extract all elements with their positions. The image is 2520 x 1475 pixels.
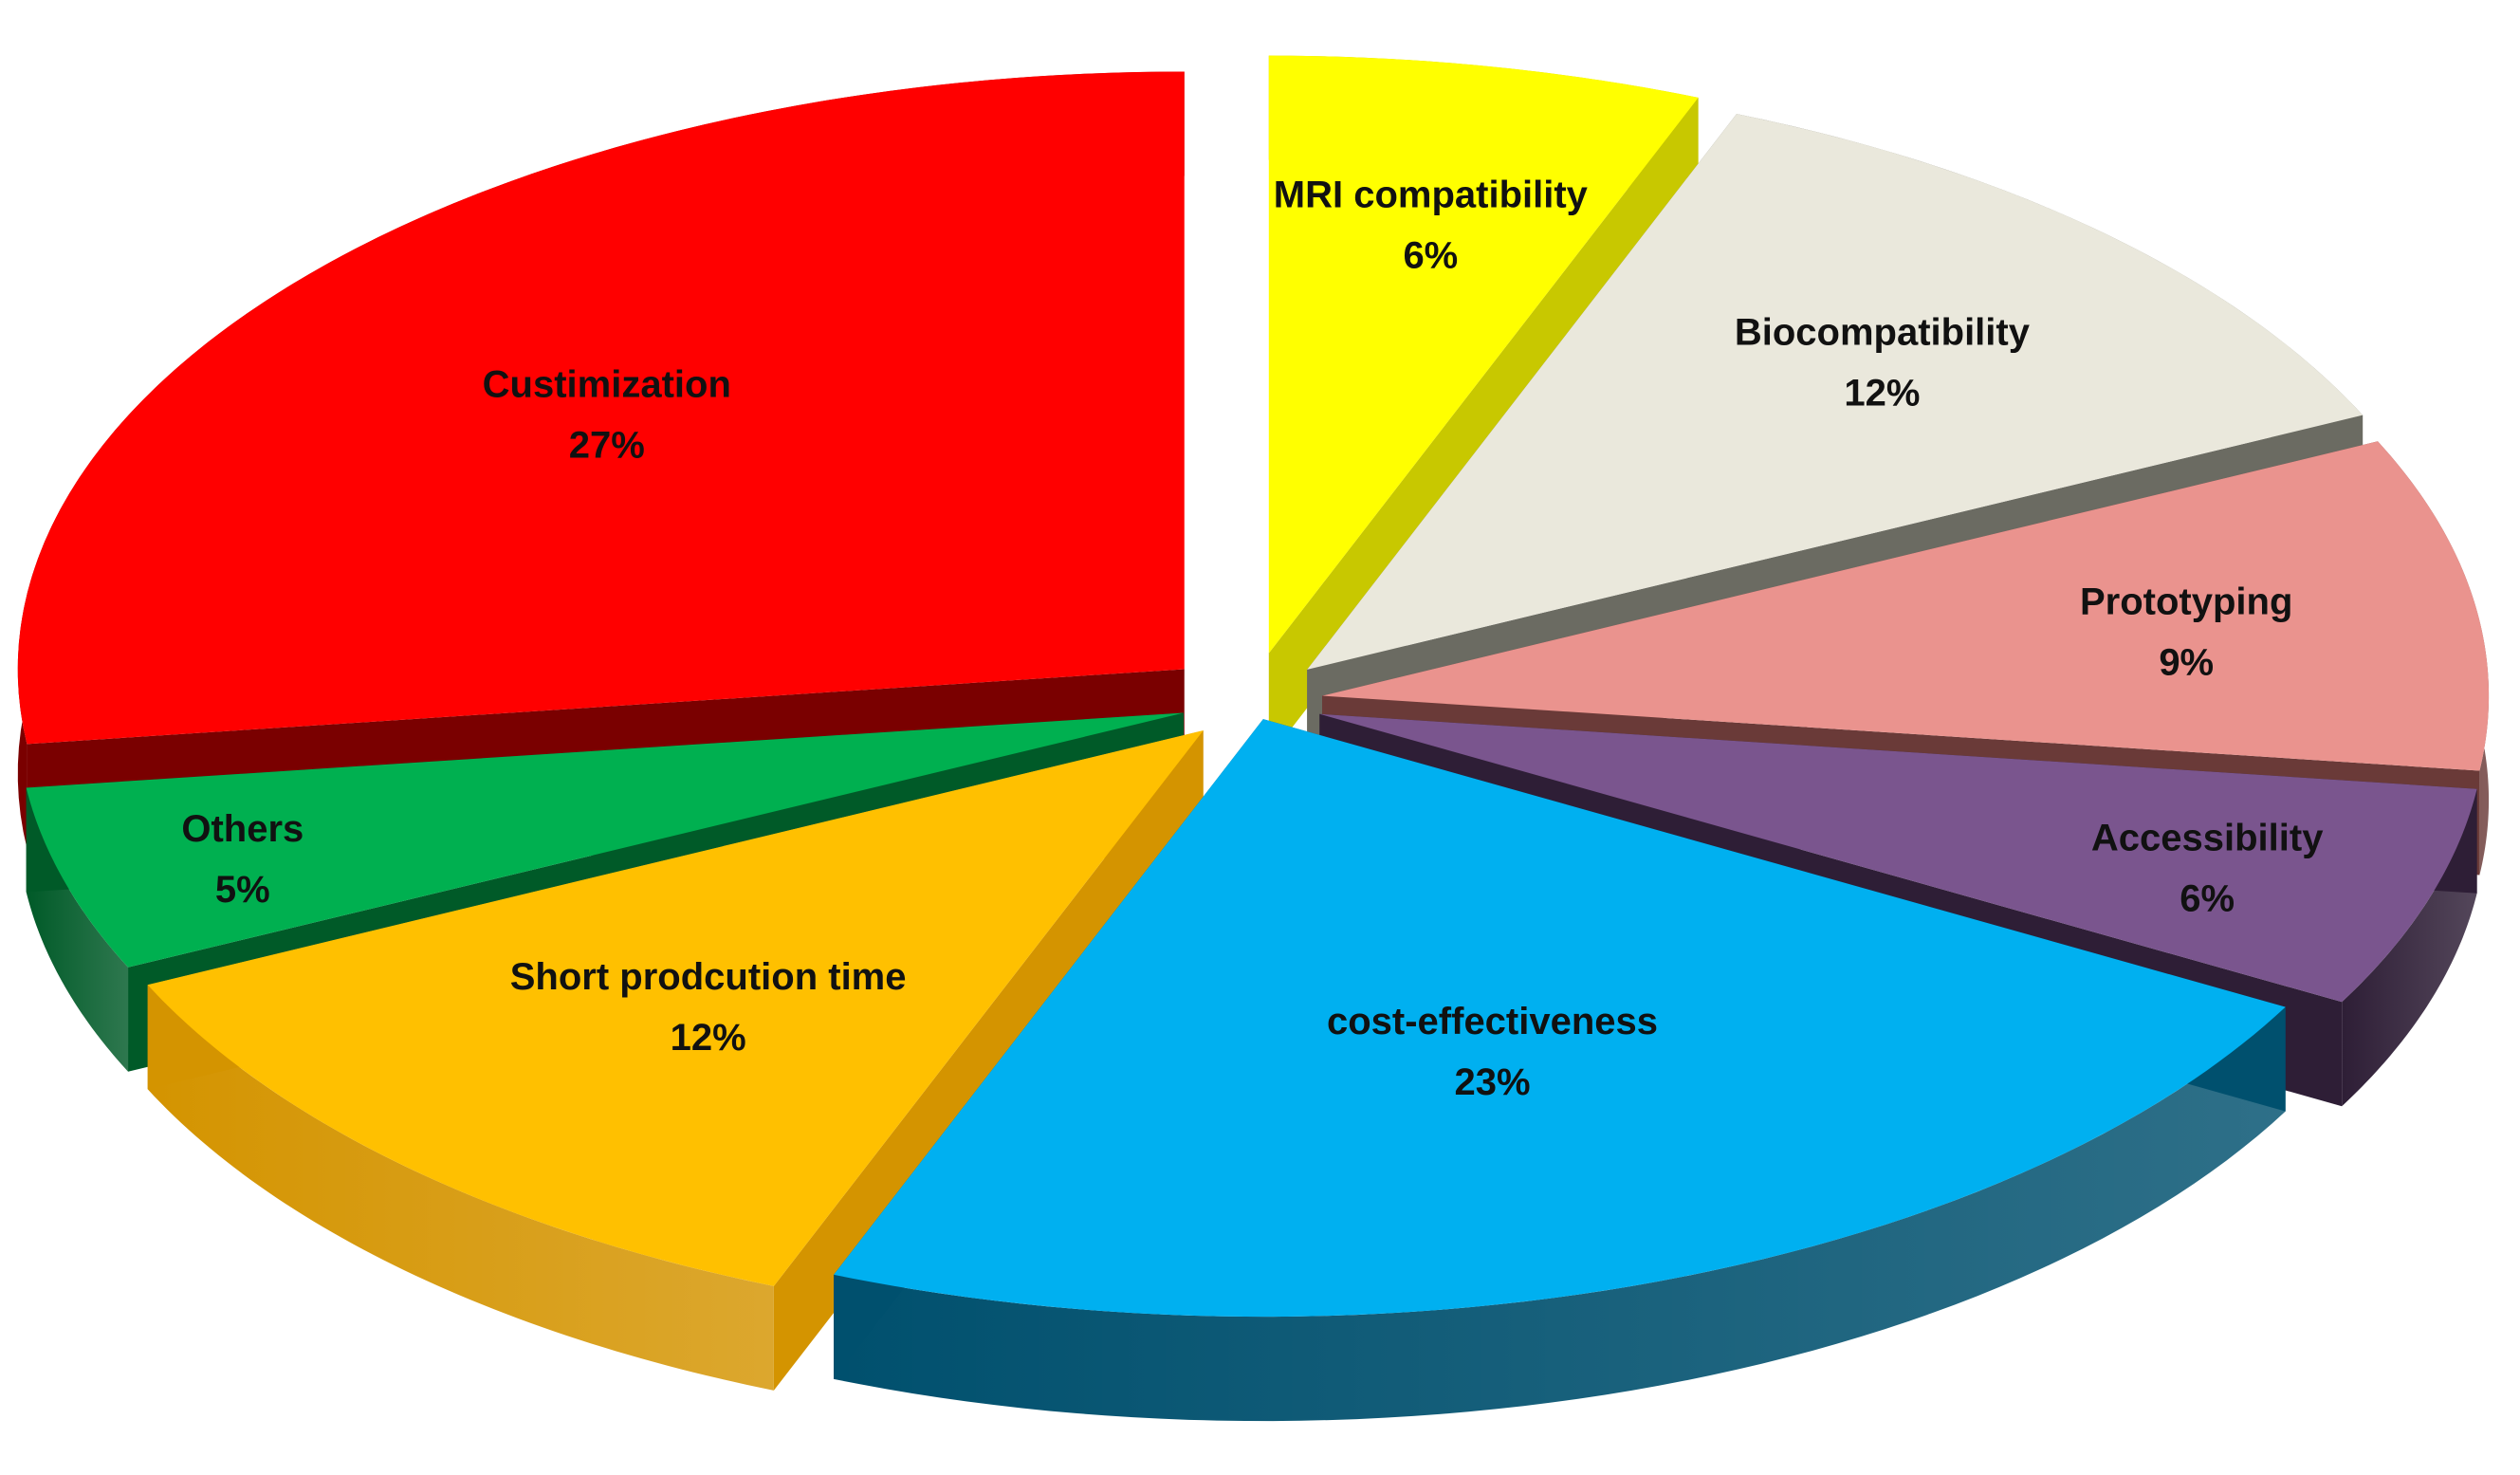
slice-side-accessibility [2342,788,2477,1107]
slice-custimization [17,71,1185,745]
slice-label-short-prodcution-time: Short prodcution time [510,956,907,998]
slice-label-custimization: Custimization [483,363,731,405]
slice-value-cost-effectiveness: 23% [1454,1061,1530,1103]
slice-prototyping [1322,441,2490,771]
slice-value-accessibility: 6% [2180,877,2235,919]
slice-value-biocompatibility: 12% [1844,372,1920,414]
slice-value-others: 5% [215,869,270,911]
slice-mri-compatibility [1268,55,1699,654]
slice-value-prototyping: 9% [2159,642,2214,684]
slice-cost-effectiveness [834,719,2286,1318]
slice-value-mri-compatibility: 6% [1403,235,1458,277]
slice-value-custimization: 27% [569,424,645,466]
slice-accessibility [1319,713,2477,1003]
slice-label-biocompatibility: Biocompatibility [1735,311,2031,353]
slice-label-others: Others [181,808,304,850]
slice-side-short-prodcution-time [147,985,774,1391]
slice-side-cost-effectiveness [834,1006,2286,1422]
slice-short-prodcution-time [147,730,1204,1286]
slice-label-accessibility: Accessibility [2091,817,2324,858]
slice-label-cost-effectiveness: cost-effectiveness [1327,1001,1658,1042]
slice-label-prototyping: Prototyping [2080,581,2292,623]
slice-labels: MRI compatibility 6% Biocompatibility 12% Pr… [181,175,2324,1103]
slice-label-mri-compatibility: MRI compatibility [1274,175,1589,216]
slice-others [26,712,1184,968]
slice-side-others [26,787,129,1072]
slice-tops [17,55,2490,1318]
slice-value-short-prodcution-time: 12% [671,1017,746,1059]
slice-biocompatibility [1307,114,2364,670]
